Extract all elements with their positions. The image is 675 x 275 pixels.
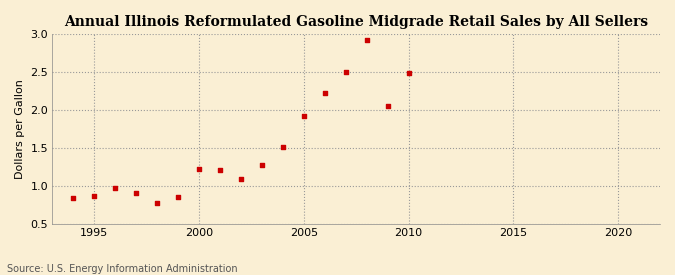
Point: [382, 104, 393, 109]
Point: [89, 194, 100, 198]
Text: Source: U.S. Energy Information Administration: Source: U.S. Energy Information Administ…: [7, 264, 238, 274]
Point: [215, 168, 225, 172]
Point: [277, 144, 288, 149]
Point: [319, 91, 330, 96]
Point: [110, 186, 121, 190]
Point: [403, 71, 414, 75]
Point: [256, 163, 267, 168]
Point: [68, 196, 79, 200]
Title: Annual Illinois Reformulated Gasoline Midgrade Retail Sales by All Sellers: Annual Illinois Reformulated Gasoline Mi…: [64, 15, 648, 29]
Point: [236, 177, 246, 181]
Point: [152, 201, 163, 206]
Point: [298, 114, 309, 119]
Point: [194, 167, 205, 171]
Y-axis label: Dollars per Gallon: Dollars per Gallon: [15, 79, 25, 179]
Point: [173, 195, 184, 199]
Point: [131, 191, 142, 195]
Point: [361, 37, 372, 42]
Point: [340, 70, 351, 75]
